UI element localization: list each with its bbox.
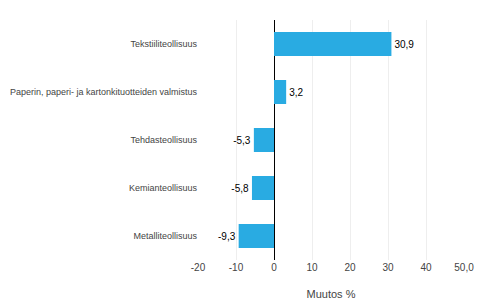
svg-text:10: 10 [306, 262, 318, 273]
svg-text:20: 20 [344, 262, 356, 273]
svg-text:Muutos %: Muutos % [307, 288, 356, 300]
svg-text:-20: -20 [191, 262, 206, 273]
svg-text:40: 40 [420, 262, 432, 273]
svg-text:-5,8: -5,8 [231, 183, 249, 194]
svg-text:30: 30 [382, 262, 394, 273]
svg-text:Metalliteollisuus: Metalliteollisuus [133, 231, 197, 241]
svg-text:Kemianteollisuus: Kemianteollisuus [129, 183, 198, 193]
svg-text:Paperin, paperi- ja kartonkitu: Paperin, paperi- ja kartonkituotteiden v… [10, 87, 198, 97]
svg-text:0: 0 [271, 262, 277, 273]
svg-text:3,2: 3,2 [289, 87, 303, 98]
svg-text:30,9: 30,9 [394, 39, 414, 50]
svg-text:Tehdasteollisuus: Tehdasteollisuus [130, 135, 197, 145]
svg-text:-10: -10 [229, 262, 244, 273]
svg-text:-9,3: -9,3 [218, 231, 236, 242]
svg-text:Tekstiiliteollisuus: Tekstiiliteollisuus [130, 39, 197, 49]
svg-text:-5,3: -5,3 [233, 135, 251, 146]
svg-text:50,0: 50,0 [454, 262, 474, 273]
